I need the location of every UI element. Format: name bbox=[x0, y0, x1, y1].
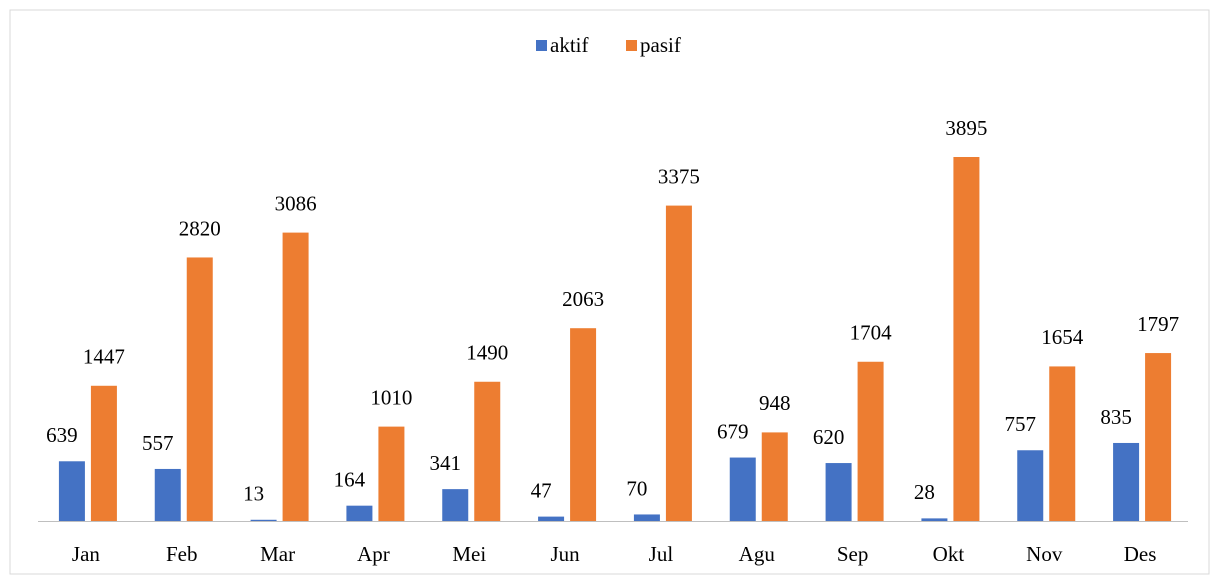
legend-swatch bbox=[536, 40, 547, 51]
bar bbox=[633, 514, 660, 521]
bar bbox=[90, 385, 117, 521]
data-label: 679 bbox=[717, 419, 749, 443]
x-tick-label: Okt bbox=[933, 542, 965, 566]
bar bbox=[921, 518, 948, 521]
data-label: 1704 bbox=[850, 321, 893, 345]
bar bbox=[346, 505, 373, 521]
x-tick-label: Apr bbox=[357, 542, 390, 566]
bar bbox=[570, 328, 597, 521]
bar bbox=[474, 381, 501, 521]
bar bbox=[857, 361, 884, 521]
bar bbox=[538, 516, 565, 521]
legend-label: aktif bbox=[550, 33, 588, 57]
data-label: 1447 bbox=[83, 345, 125, 369]
x-tick-label: Jun bbox=[550, 542, 580, 566]
data-label: 341 bbox=[430, 451, 462, 475]
x-tick-label: Jan bbox=[72, 542, 100, 566]
data-label: 620 bbox=[813, 425, 845, 449]
bar bbox=[729, 457, 756, 521]
data-label: 1797 bbox=[1137, 312, 1179, 336]
data-label: 1010 bbox=[370, 385, 412, 409]
bar bbox=[1049, 366, 1076, 521]
bar bbox=[186, 257, 213, 521]
data-label: 3895 bbox=[945, 116, 987, 140]
bar bbox=[154, 468, 181, 521]
x-tick-label: Mei bbox=[452, 542, 486, 566]
data-label: 2820 bbox=[179, 216, 221, 240]
bar bbox=[250, 519, 277, 521]
data-label: 835 bbox=[1100, 405, 1132, 429]
x-tick-label: Des bbox=[1124, 542, 1157, 566]
data-label: 164 bbox=[334, 467, 366, 491]
bar bbox=[953, 157, 980, 521]
x-tick-label: Sep bbox=[837, 542, 869, 566]
bar bbox=[282, 232, 309, 522]
bar bbox=[665, 205, 692, 521]
bar bbox=[825, 463, 852, 521]
data-label: 3375 bbox=[658, 164, 700, 188]
data-label: 28 bbox=[914, 480, 935, 504]
data-label: 1654 bbox=[1041, 325, 1084, 349]
data-label: 2063 bbox=[562, 287, 604, 311]
data-label: 13 bbox=[243, 482, 264, 506]
x-tick-label: Mar bbox=[260, 542, 295, 566]
data-label: 948 bbox=[759, 391, 791, 415]
data-label: 757 bbox=[1005, 412, 1037, 436]
data-label: 1490 bbox=[466, 341, 508, 365]
bar bbox=[761, 432, 788, 521]
x-tick-label: Nov bbox=[1026, 542, 1063, 566]
data-label: 639 bbox=[46, 423, 78, 447]
data-label: 557 bbox=[142, 431, 174, 455]
bar bbox=[1113, 442, 1140, 521]
x-tick-label: Jul bbox=[649, 542, 674, 566]
x-tick-label: Feb bbox=[166, 542, 198, 566]
bar bbox=[1017, 450, 1044, 521]
x-tick-label: Agu bbox=[739, 542, 776, 566]
bar bbox=[58, 461, 85, 521]
legend-swatch bbox=[626, 40, 637, 51]
data-label: 47 bbox=[531, 478, 552, 502]
bar bbox=[378, 426, 405, 521]
legend-label: pasif bbox=[640, 33, 681, 57]
data-label: 70 bbox=[626, 476, 647, 500]
bar bbox=[1145, 353, 1172, 521]
bar bbox=[442, 489, 469, 521]
data-label: 3086 bbox=[275, 191, 317, 215]
